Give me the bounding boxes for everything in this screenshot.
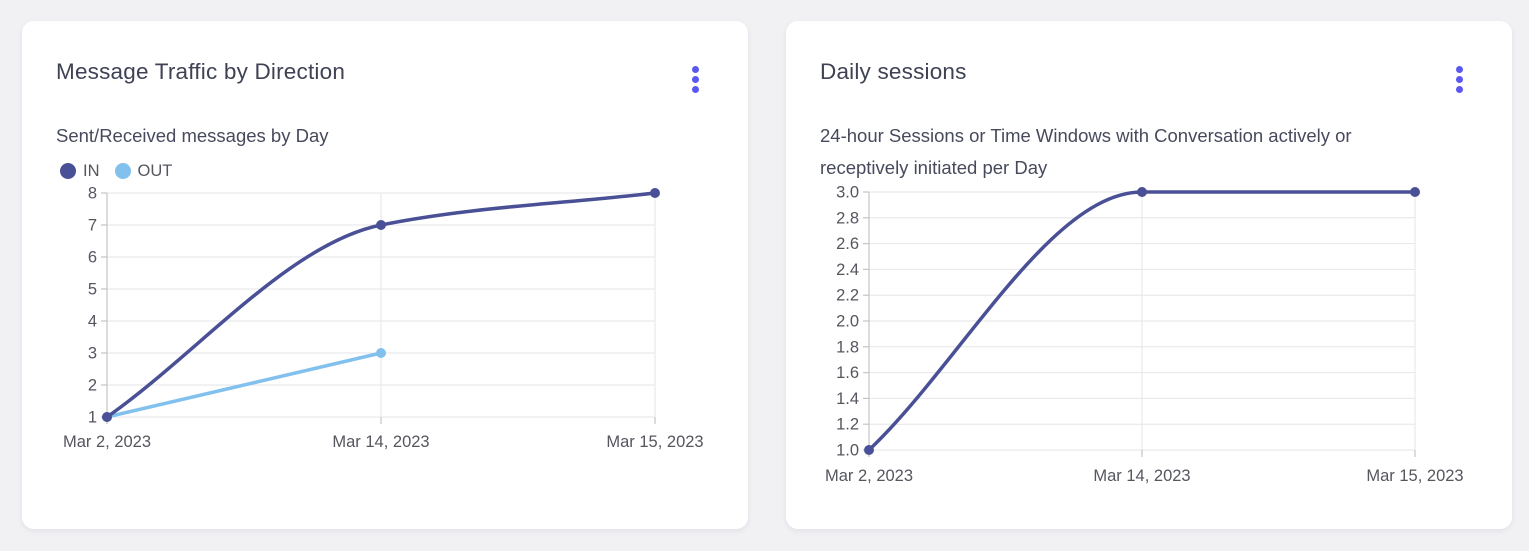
daily-sessions-card: Daily sessions 24-hour Sessions or Time … — [786, 21, 1512, 529]
svg-text:Mar 2, 2023: Mar 2, 2023 — [63, 433, 151, 451]
chart-legend: IN OUT — [60, 161, 172, 181]
chart-canvas: 3.0 2.8 2.6 2.4 2.2 2.0 1.8 1.6 1.4 1.2 1.0 Mar 2, … — [786, 21, 1512, 529]
legend-label: OUT — [137, 161, 173, 180]
kebab-menu-icon — [686, 66, 704, 93]
svg-text:2.0: 2.0 — [836, 313, 859, 331]
svg-text:5: 5 — [88, 281, 97, 299]
legend-color-dot-icon — [60, 163, 76, 179]
card-subtitle: 24-hour Sessions or Time Windows with Co… — [820, 125, 1352, 178]
svg-text:Mar 14, 2023: Mar 14, 2023 — [1093, 467, 1190, 485]
legend-item-out[interactable]: OUT — [114, 161, 173, 181]
svg-text:1.2: 1.2 — [836, 416, 859, 434]
card-title: Message Traffic by Direction — [56, 59, 346, 84]
svg-text:Mar 15, 2023: Mar 15, 2023 — [1366, 467, 1463, 485]
svg-text:3: 3 — [88, 345, 97, 363]
svg-text:7: 7 — [88, 217, 97, 235]
svg-text:2.4: 2.4 — [836, 261, 859, 279]
svg-text:3.0: 3.0 — [836, 184, 859, 202]
svg-text:2.8: 2.8 — [836, 209, 859, 227]
legend-color-dot-icon — [114, 163, 131, 179]
svg-text:8: 8 — [88, 185, 97, 203]
svg-text:Mar 14, 2023: Mar 14, 2023 — [332, 433, 429, 451]
kebab-menu-icon — [1450, 66, 1468, 93]
svg-text:1.4: 1.4 — [836, 390, 859, 408]
svg-text:1.6: 1.6 — [836, 364, 859, 382]
card-menu-button[interactable] — [682, 59, 708, 97]
chart-canvas: 8 7 6 5 4 3 2 1 Mar 2, 2023 Mar 14, 2023 Mar 15, 2… — [22, 21, 748, 529]
svg-text:6: 6 — [88, 249, 97, 267]
legend-label: IN — [83, 161, 100, 180]
card-title: Daily sessions — [820, 59, 967, 84]
svg-text:4: 4 — [88, 313, 97, 331]
svg-text:2.6: 2.6 — [836, 235, 859, 253]
legend-item-in[interactable]: IN — [60, 162, 100, 181]
svg-text:1.8: 1.8 — [836, 338, 859, 356]
svg-text:1: 1 — [88, 409, 97, 427]
svg-text:2: 2 — [88, 377, 97, 395]
svg-text:1.0: 1.0 — [836, 442, 859, 460]
message-traffic-card: Message Traffic by Direction Sent/Receiv… — [22, 21, 748, 529]
card-menu-button[interactable] — [1446, 59, 1472, 97]
svg-text:Mar 2, 2023: Mar 2, 2023 — [825, 467, 913, 485]
card-subtitle: Sent/Received messages by Day — [56, 125, 329, 146]
svg-text:2.2: 2.2 — [836, 287, 859, 305]
svg-text:Mar 15, 2023: Mar 15, 2023 — [606, 433, 703, 451]
